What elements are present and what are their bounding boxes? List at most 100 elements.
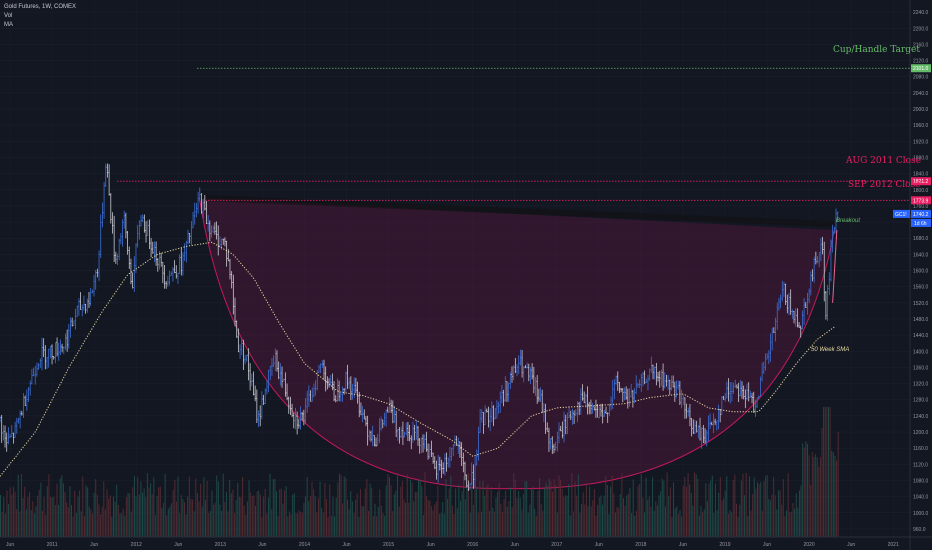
volume-bar [744,495,746,537]
volume-bar [458,484,460,537]
volume-bar [531,488,533,537]
vol-indicator-label[interactable]: Vol [4,13,13,19]
volume-bar [255,506,257,537]
volume-bar [326,499,328,537]
volume-bar [250,492,252,537]
volume-bar [413,501,415,537]
volume-bar [376,516,378,537]
volume-bar [489,510,491,537]
y-tick-label: 2200.0 [913,26,929,32]
x-tick-label: 2014 [299,542,310,548]
volume-bar [263,496,265,537]
volume-bar [539,478,541,537]
volume-bar [258,490,260,537]
volume-bar [309,496,311,537]
volume-bar [79,490,81,537]
volume-bar [637,485,639,537]
volume-bar [382,512,384,537]
volume-bar [343,476,345,537]
volume-bar [800,485,802,537]
volume-bar [437,486,439,537]
volume-bar [300,511,302,537]
volume-bar [116,484,118,537]
x-tick-label: Jun [90,542,98,548]
volume-bar [752,493,754,537]
volume-bar [4,513,6,537]
volume-bar [556,512,558,537]
volume-bar [130,511,132,537]
volume-bar [568,483,570,537]
volume-bar [180,495,182,537]
volume-bar [267,497,269,537]
volume-bar [661,478,663,537]
volume-bar [350,491,352,537]
volume-bar [379,489,381,537]
volume-bar [426,495,428,537]
volume-bar [332,497,334,537]
volume-bar [689,484,691,537]
volume-bar [305,496,307,537]
volume-bar [240,497,242,537]
volume-bar [82,476,84,537]
volume-bar [537,490,539,537]
volume-bar [204,499,206,537]
y-tick-label: 1400.0 [913,349,929,355]
y-tick-label: 1480.0 [913,317,929,323]
volume-bar [445,479,447,537]
x-tick-label: 2015 [383,542,394,548]
volume-bar [175,501,177,537]
volume-bar [66,502,68,537]
volume-bar [219,504,221,537]
volume-bar [74,490,76,537]
volume-bar [87,487,89,537]
volume-bar [324,482,326,537]
volume-bar [88,506,90,537]
volume-bar [374,503,376,537]
ma-indicator-label[interactable]: MA [4,22,13,28]
volume-bar [345,477,347,537]
volume-bar [348,509,350,537]
volume-bar [377,506,379,537]
volume-bar [769,500,771,537]
volume-bar [111,516,113,537]
volume-bar [355,499,357,537]
aug-close-level-tag [911,177,931,186]
volume-bar [387,474,389,537]
volume-bar [22,498,24,537]
breakout-arrow [832,230,838,303]
symbol-title: Gold Futures, 1W, COMEX [4,4,77,10]
volume-bar [430,506,432,537]
volume-bar [706,501,708,537]
volume-bar [529,504,531,537]
volume-bar [129,493,131,537]
volume-bar [282,503,284,537]
volume-bar [235,500,237,537]
volume-bar [58,504,60,537]
y-tick-label: 1840.0 [913,172,929,178]
volume-bar [245,514,247,537]
volume-bar [514,479,516,537]
volume-bar [177,476,179,537]
volume-bar [222,473,224,537]
y-tick-label: 1160.0 [913,446,928,452]
volume-bar [313,489,315,537]
volume-bar [524,480,526,537]
volume-bar [1,511,3,537]
volume-bar [569,515,571,537]
volume-bar [450,476,452,537]
volume-bar [35,506,37,537]
volume-bar [484,495,486,537]
volume-bar [251,496,253,537]
volume-bar [150,483,152,537]
volume-bar [582,492,584,537]
volume-bar [201,506,203,537]
volume-bar [459,501,461,537]
volume-bar [824,407,826,537]
volume-bar [408,502,410,537]
volume-bar [547,485,549,537]
volume-bar [611,475,613,537]
volume-bar [495,497,497,537]
x-tick-label: 2019 [719,542,730,548]
